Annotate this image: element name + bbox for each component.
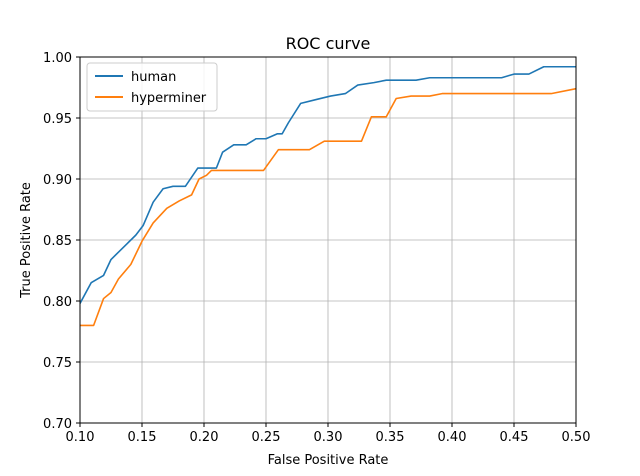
x-tick-label: 0.40: [438, 430, 467, 445]
series-line-human: [79, 65, 576, 304]
x-tick-label: 0.50: [562, 430, 591, 445]
series-line-hyperminer: [80, 87, 577, 327]
y-tick-label: 0.90: [43, 173, 72, 188]
y-tick-label: 0.80: [43, 295, 72, 310]
x-tick-label: 0.45: [500, 430, 529, 445]
y-tick-label: 0.75: [43, 356, 72, 371]
y-axis-label: True Positive Rate: [19, 182, 34, 299]
legend-label-hyperminer: hyperminer: [131, 91, 207, 106]
series-lines: [79, 65, 577, 327]
x-axis-label: False Positive Rate: [268, 453, 389, 468]
x-tick-label: 0.25: [252, 430, 281, 445]
y-tick-label: 0.85: [43, 234, 72, 249]
y-tick-label: 0.70: [43, 417, 72, 432]
x-tick-label: 0.15: [128, 430, 157, 445]
y-tick-label: 0.95: [43, 112, 72, 127]
x-tick-label: 0.35: [376, 430, 405, 445]
x-tick-label: 0.30: [314, 430, 343, 445]
x-tick-label: 0.20: [190, 430, 219, 445]
x-tick-label: 0.10: [66, 430, 95, 445]
y-tick-label: 1.00: [43, 51, 72, 66]
axis-ticks: 0.10 0.15 0.20 0.25 0.30 0.35 0.40 0.45 0.50 0.70…: [43, 51, 590, 445]
legend-label-human: human: [131, 70, 176, 85]
legend: human hyperminer: [86, 62, 218, 112]
chart-title: ROC curve: [286, 34, 371, 53]
